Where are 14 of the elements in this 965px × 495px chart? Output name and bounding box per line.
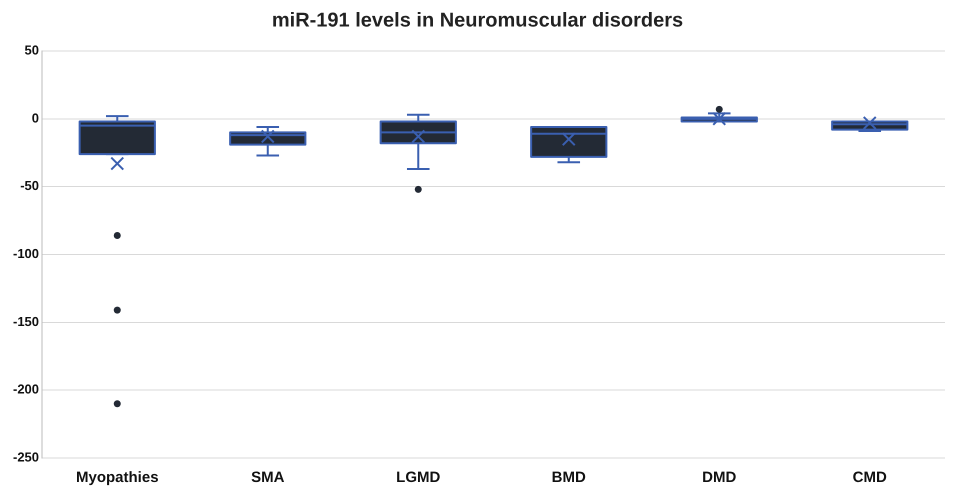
chart-title: miR-191 levels in Neuromuscular disorders: [272, 10, 684, 32]
x-tick-label: Myopathies: [76, 469, 159, 486]
x-tick-label: LGMD: [396, 469, 440, 486]
x-tick-label: SMA: [251, 469, 285, 486]
y-tick-label: -150: [12, 314, 40, 329]
y-tick-label: -50: [20, 178, 40, 194]
x-tick-label: DMD: [702, 469, 736, 486]
y-tick-label: -200: [12, 382, 40, 397]
y-tick-label: 0: [32, 110, 40, 126]
y-tick-label: 50: [24, 42, 40, 58]
x-tick-label: BMD: [552, 469, 586, 486]
y-tick-label: -100: [12, 246, 40, 262]
x-tick-label: CMD: [852, 469, 887, 486]
y-tick-label: -250: [12, 450, 40, 465]
